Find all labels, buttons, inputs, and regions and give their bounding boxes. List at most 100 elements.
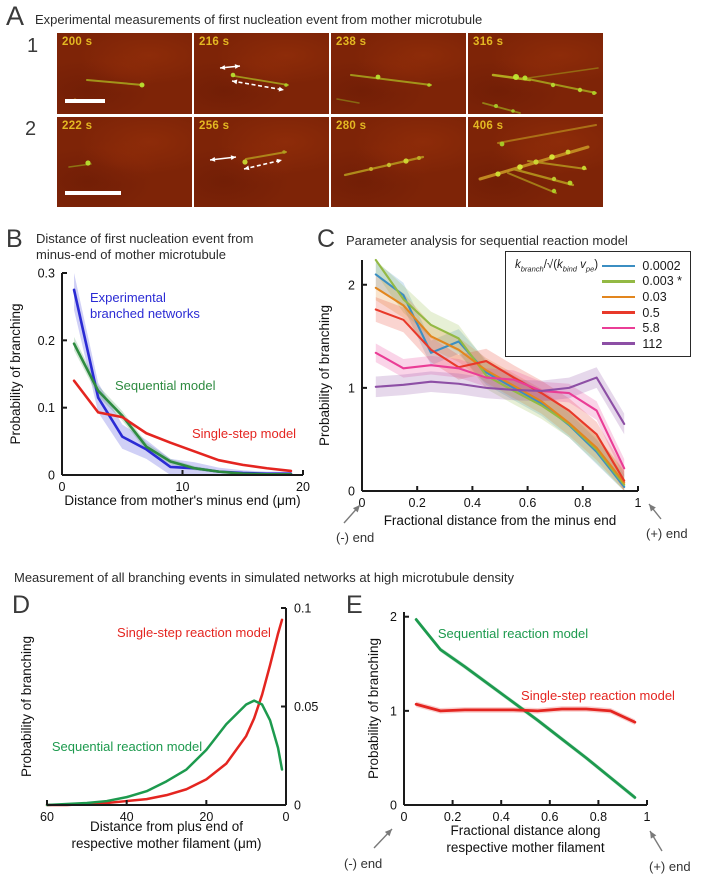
micrograph-frame: 256 s <box>194 117 329 207</box>
dashed-arrow <box>243 159 283 170</box>
end-annotation: (+) end <box>646 526 688 541</box>
micrograph-frame: 406 s <box>468 117 603 207</box>
arrowhead <box>230 155 236 160</box>
panel-b-title-line1: Distance of first nucleation event from <box>36 231 254 246</box>
y-tick-label: 0.3 <box>38 267 55 281</box>
micrograph-frame: 238 s <box>331 33 466 114</box>
chart-c: 0 0.2 0.4 0.6 0.8 1 0 1 2 Probability of branchin… <box>317 258 688 545</box>
series-label: Single-step reaction model <box>117 625 271 640</box>
series-band <box>375 262 625 491</box>
micrograph-image <box>65 79 145 103</box>
arrowhead <box>210 157 216 162</box>
micrograph-image <box>343 155 425 177</box>
series-line <box>374 376 626 426</box>
y-tick-label: 0.2 <box>38 334 55 348</box>
y-tick-label: 0 <box>48 469 55 483</box>
legend-label: 112 <box>642 336 663 351</box>
series-line <box>72 342 293 476</box>
panel-b-title-line2: minus-end of mother microtubule <box>36 247 227 263</box>
arrowhead <box>244 165 250 171</box>
arrowhead <box>232 79 238 85</box>
x-tick-label: 60 <box>40 810 54 824</box>
y-tick-label: 0.05 <box>294 700 318 714</box>
legend-label: 0.03 <box>642 289 667 304</box>
panel-e-letter: E <box>346 591 363 619</box>
panel-c-letter: C <box>317 225 336 253</box>
series-line <box>374 308 626 482</box>
end-arrowhead <box>649 504 656 512</box>
end-annotation: (+) end <box>649 859 691 874</box>
x-axis-label: Distance from plus end of <box>90 819 243 834</box>
panel-c-title: Parameter analysis for sequential reacti… <box>346 233 628 248</box>
series-label: Single-step model <box>192 426 296 441</box>
series-band <box>375 260 625 491</box>
x-tick-label: 40 <box>120 810 134 824</box>
legend-entry: 0.5 <box>602 305 682 321</box>
series-band <box>416 701 635 725</box>
scale-bar <box>65 191 121 195</box>
micrograph-image <box>209 150 287 171</box>
legend-entry: 0.03 <box>602 289 682 305</box>
micrograph-frame: 316 s <box>468 33 603 114</box>
micrograph-frame: 200 s <box>57 33 192 114</box>
x-tick-label: 0.2 <box>409 496 426 510</box>
x-tick-label: 0.8 <box>590 810 607 824</box>
arrowhead <box>220 65 226 70</box>
series-label: Sequential model <box>115 378 216 393</box>
x-tick-label: 0 <box>401 810 408 824</box>
series-band <box>375 367 625 435</box>
legend-label: 5.8 <box>642 321 660 336</box>
frame-timestamp: 238 s <box>336 36 367 48</box>
micrograph-row-2: 222 s 256 s 280 s 406 s <box>57 117 603 207</box>
micrograph-image <box>478 124 597 194</box>
series-line <box>45 699 284 807</box>
series-label: Single-step reaction model <box>521 688 675 703</box>
legend-label: 0.5 <box>642 305 660 320</box>
series-band <box>375 297 625 491</box>
micrograph-frame: 222 s <box>57 117 192 207</box>
y-tick-label: 2 <box>348 278 355 292</box>
x-axis-label: respective mother filament <box>446 840 605 855</box>
y-tick-label: 0 <box>294 799 301 813</box>
x-tick-label: 1 <box>635 496 642 510</box>
micrograph-image <box>219 64 289 92</box>
legend-swatch <box>602 326 636 330</box>
y-axis-label: Probability of branching <box>317 305 332 446</box>
micrograph-image <box>336 74 432 104</box>
x-tick-label: 0.2 <box>444 810 461 824</box>
arrowhead <box>234 64 240 69</box>
row-label-2: 2 <box>25 118 37 140</box>
series-line <box>374 258 626 486</box>
legend-swatch <box>602 311 636 314</box>
chart-b: 0 10 20 0 0.1 0.2 0.3 Probability of branching D… <box>8 267 310 509</box>
x-axis-label: Fractional distance from the minus end <box>384 513 617 528</box>
y-axis-label: Probability of branching <box>8 303 23 444</box>
legend-swatch <box>602 280 636 283</box>
legend-entry: 112 <box>602 336 682 352</box>
legend-entry: 5.8 <box>602 320 682 336</box>
legend-entry: 0.003 * <box>602 274 682 290</box>
y-axis-label: Probability of branching <box>19 636 34 777</box>
frame-timestamp: 280 s <box>336 120 367 132</box>
y-tick-label: 0.1 <box>294 602 311 616</box>
end-annotation: (-) end <box>336 530 374 545</box>
series-band <box>74 336 291 475</box>
legend-title: kbranch/√(kbind vpe) <box>515 259 599 274</box>
x-tick-label: 20 <box>296 480 310 494</box>
x-tick-label: 0 <box>359 496 366 510</box>
x-tick-label: 0 <box>283 810 290 824</box>
x-tick-label: 20 <box>199 810 213 824</box>
panel-b-letter: B <box>6 225 23 253</box>
legend-swatch <box>602 342 636 346</box>
series-label: Experimental <box>90 290 166 305</box>
x-tick-label: 0 <box>59 480 66 494</box>
end-arrowhead <box>384 829 392 837</box>
series-label: Sequential reaction model <box>52 739 202 754</box>
frame-timestamp: 256 s <box>199 120 230 132</box>
x-tick-label: 0.4 <box>493 810 510 824</box>
micrograph-row-1: 200 s 216 s 238 s 316 s <box>57 33 603 114</box>
series-label: Sequential reaction model <box>438 626 588 641</box>
panel-b-title: Distance of first nucleation event from … <box>36 231 254 264</box>
panel-d-letter: D <box>12 591 31 619</box>
